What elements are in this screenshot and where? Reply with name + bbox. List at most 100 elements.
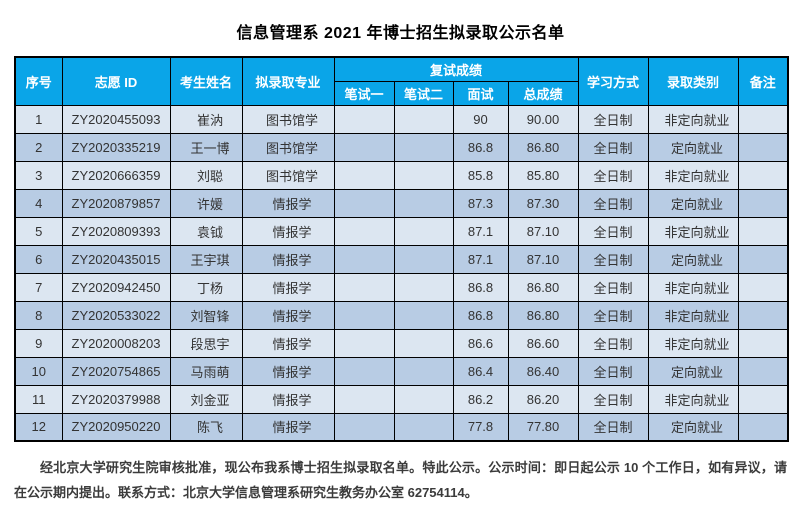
- cell-seq: 9: [14, 328, 63, 358]
- cell-written1: [333, 412, 395, 442]
- cell-id: ZY2020879857: [61, 188, 171, 218]
- cell-seq: 7: [14, 272, 63, 302]
- cell-written2: [393, 300, 454, 330]
- cell-written1: [333, 104, 395, 134]
- cell-written2: [393, 328, 454, 358]
- cell-note: [737, 384, 789, 414]
- cell-name: 袁钺: [169, 216, 243, 246]
- cell-total: 86.80: [507, 300, 579, 330]
- cell-name: 丁杨: [169, 272, 243, 302]
- cell-major: 图书馆学: [241, 132, 335, 162]
- cell-total: 86.80: [507, 272, 579, 302]
- cell-category: 定向就业: [647, 412, 739, 442]
- cell-mode: 全日制: [577, 104, 649, 134]
- cell-written1: [333, 328, 395, 358]
- cell-mode: 全日制: [577, 188, 649, 218]
- table-row: 6 ZY2020435015 王宇琪 情报学 87.1 87.10 全日制 定向就业: [14, 244, 789, 274]
- cell-written1: [333, 384, 395, 414]
- header-written1: 笔试一: [333, 80, 395, 106]
- cell-written2: [393, 104, 454, 134]
- cell-category: 定向就业: [647, 132, 739, 162]
- header-mode: 学习方式: [577, 56, 649, 106]
- cell-note: [737, 160, 789, 190]
- cell-written2: [393, 412, 454, 442]
- table-header: 序号 志愿 ID 考生姓名 拟录取专业 复试成绩 学习方式 录取类别 备注 笔试…: [14, 56, 789, 106]
- header-name: 考生姓名: [169, 56, 243, 106]
- table-row: 2 ZY2020335219 王一博 图书馆学 86.8 86.80 全日制 定向就业: [14, 132, 789, 162]
- cell-major: 情报学: [241, 412, 335, 442]
- cell-mode: 全日制: [577, 216, 649, 246]
- cell-note: [737, 188, 789, 218]
- cell-written2: [393, 272, 454, 302]
- table-row: 1 ZY2020455093 崔汭 图书馆学 90 90.00 全日制 非定向就业: [14, 104, 789, 134]
- cell-total: 87.30: [507, 188, 579, 218]
- cell-id: ZY2020335219: [61, 132, 171, 162]
- cell-note: [737, 412, 789, 442]
- cell-note: [737, 356, 789, 386]
- cell-major: 情报学: [241, 300, 335, 330]
- cell-id: ZY2020942450: [61, 272, 171, 302]
- cell-name: 王宇琪: [169, 244, 243, 274]
- cell-interview: 87.1: [452, 244, 509, 274]
- header-written2: 笔试二: [393, 80, 454, 106]
- cell-note: [737, 244, 789, 274]
- cell-note: [737, 272, 789, 302]
- cell-note: [737, 216, 789, 246]
- cell-name: 刘智锋: [169, 300, 243, 330]
- cell-mode: 全日制: [577, 272, 649, 302]
- cell-id: ZY2020754865: [61, 356, 171, 386]
- cell-id: ZY2020455093: [61, 104, 171, 134]
- cell-category: 非定向就业: [647, 216, 739, 246]
- table-row: 8 ZY2020533022 刘智锋 情报学 86.8 86.80 全日制 非定向就业: [14, 300, 789, 330]
- cell-major: 情报学: [241, 188, 335, 218]
- cell-id: ZY2020379988: [61, 384, 171, 414]
- cell-name: 段思宇: [169, 328, 243, 358]
- header-total: 总成绩: [507, 80, 579, 106]
- cell-name: 王一博: [169, 132, 243, 162]
- cell-total: 86.40: [507, 356, 579, 386]
- table-body: 1 ZY2020455093 崔汭 图书馆学 90 90.00 全日制 非定向就业 2 ZY202…: [14, 104, 789, 442]
- cell-name: 许媛: [169, 188, 243, 218]
- cell-total: 87.10: [507, 244, 579, 274]
- cell-mode: 全日制: [577, 244, 649, 274]
- cell-seq: 3: [14, 160, 63, 190]
- cell-written2: [393, 384, 454, 414]
- cell-mode: 全日制: [577, 328, 649, 358]
- table-row: 10 ZY2020754865 马雨萌 情报学 86.4 86.40 全日制 定向就业: [14, 356, 789, 386]
- cell-category: 定向就业: [647, 188, 739, 218]
- cell-id: ZY2020435015: [61, 244, 171, 274]
- cell-total: 85.80: [507, 160, 579, 190]
- cell-interview: 86.8: [452, 300, 509, 330]
- table-row: 11 ZY2020379988 刘金亚 情报学 86.2 86.20 全日制 非定向就业: [14, 384, 789, 414]
- header-note: 备注: [737, 56, 789, 106]
- cell-interview: 87.3: [452, 188, 509, 218]
- cell-major: 图书馆学: [241, 104, 335, 134]
- cell-mode: 全日制: [577, 160, 649, 190]
- cell-category: 非定向就业: [647, 160, 739, 190]
- cell-written1: [333, 356, 395, 386]
- cell-seq: 12: [14, 412, 63, 442]
- table-row: 3 ZY2020666359 刘聪 图书馆学 85.8 85.80 全日制 非定向就业: [14, 160, 789, 190]
- cell-seq: 10: [14, 356, 63, 386]
- cell-major: 情报学: [241, 272, 335, 302]
- cell-total: 77.80: [507, 412, 579, 442]
- cell-name: 刘聪: [169, 160, 243, 190]
- footer-note: 经北京大学研究生院审核批准，现公布我系博士招生拟录取名单。特此公示。公示时间：即…: [14, 460, 787, 500]
- cell-major: 情报学: [241, 384, 335, 414]
- header-category: 录取类别: [647, 56, 739, 106]
- cell-total: 86.20: [507, 384, 579, 414]
- cell-written1: [333, 300, 395, 330]
- cell-name: 崔汭: [169, 104, 243, 134]
- cell-mode: 全日制: [577, 356, 649, 386]
- cell-interview: 86.8: [452, 272, 509, 302]
- cell-seq: 5: [14, 216, 63, 246]
- header-retest-group: 复试成绩: [333, 56, 579, 82]
- cell-name: 刘金亚: [169, 384, 243, 414]
- cell-mode: 全日制: [577, 300, 649, 330]
- header-major: 拟录取专业: [241, 56, 335, 106]
- cell-id: ZY2020533022: [61, 300, 171, 330]
- cell-total: 86.80: [507, 132, 579, 162]
- cell-major: 情报学: [241, 244, 335, 274]
- cell-category: 非定向就业: [647, 272, 739, 302]
